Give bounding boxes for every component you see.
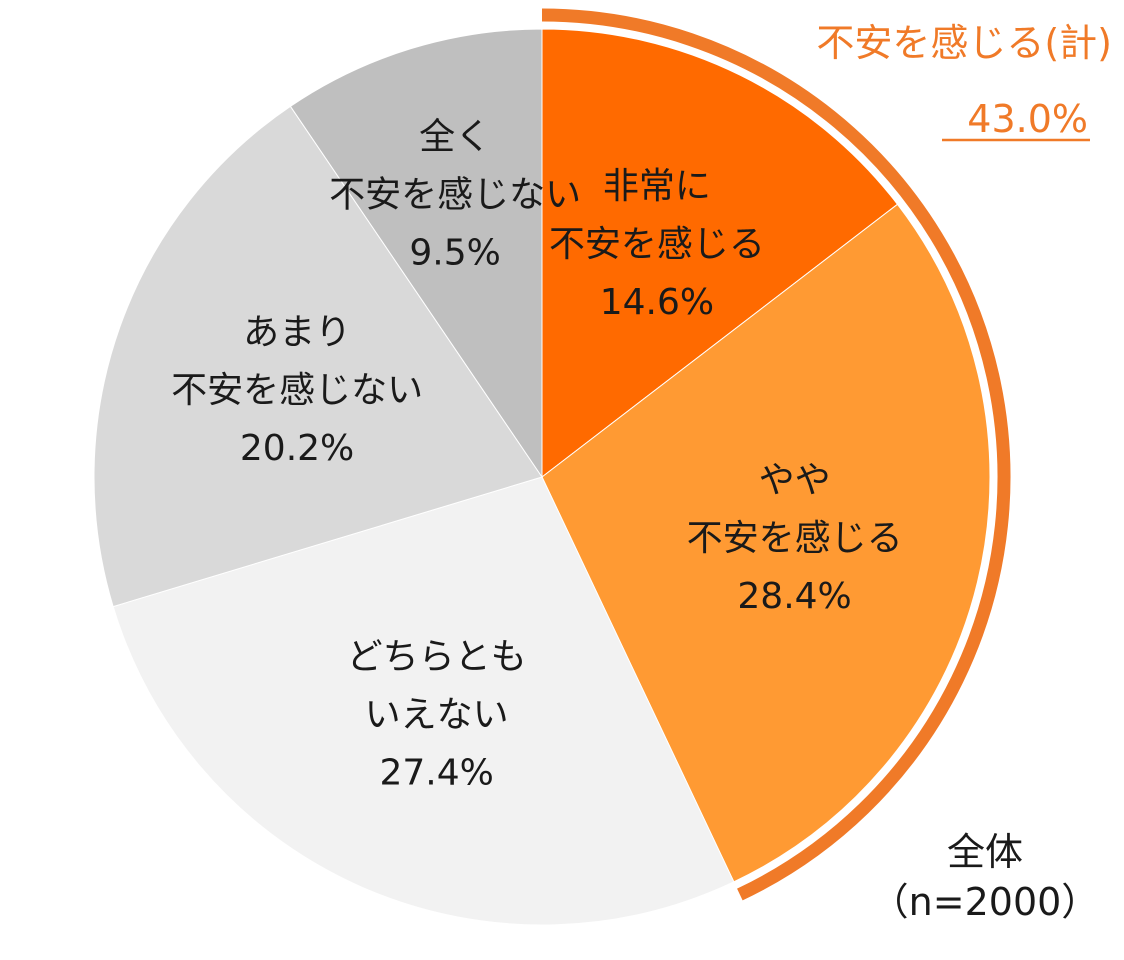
slice-category-label: いえない bbox=[365, 695, 509, 736]
slice-value-label: 9.5% bbox=[409, 232, 500, 273]
sample-line-2: （n=2000） bbox=[871, 880, 1100, 924]
slice-category-label: 不安を感じない bbox=[171, 370, 423, 411]
pie-slice-5 bbox=[289, 28, 543, 479]
slice-category-label: 不安を感じる bbox=[549, 224, 765, 265]
pie-slice-1 bbox=[541, 28, 899, 479]
callout: 不安を感じる(計) 43.0% bbox=[816, 21, 1112, 142]
slice-value-label: 27.4% bbox=[379, 753, 493, 794]
pie-slices bbox=[93, 28, 991, 926]
pie-slice-3 bbox=[112, 476, 735, 926]
slice-value-label: 14.6% bbox=[600, 282, 714, 323]
callout-arc bbox=[541, 8, 1011, 901]
slice-category-label: 不安を感じない bbox=[329, 174, 581, 215]
callout-value: 43.0% bbox=[967, 97, 1088, 141]
slice-value-label: 20.2% bbox=[240, 428, 354, 469]
slice-category-label: やや bbox=[759, 460, 831, 501]
sample-size-note: 全体 （n=2000） bbox=[871, 830, 1100, 924]
slice-category-label: あまり bbox=[243, 312, 351, 353]
callout-arc-group bbox=[541, 8, 1011, 901]
callout-label: 不安を感じる(計) bbox=[816, 21, 1112, 65]
sample-line-1: 全体 bbox=[947, 830, 1023, 874]
slice-category-label: どちらとも bbox=[347, 637, 527, 678]
slice-labels: 非常に不安を感じる14.6%やや不安を感じる28.4%どちらともいえない27.4… bbox=[171, 116, 903, 793]
slice-category-label: 不安を感じる bbox=[687, 518, 903, 559]
slice-value-label: 28.4% bbox=[737, 576, 851, 617]
slice-category-label: 全く bbox=[419, 116, 491, 157]
pie-slice-4 bbox=[93, 105, 543, 608]
slice-category-label: 非常に bbox=[603, 166, 711, 207]
